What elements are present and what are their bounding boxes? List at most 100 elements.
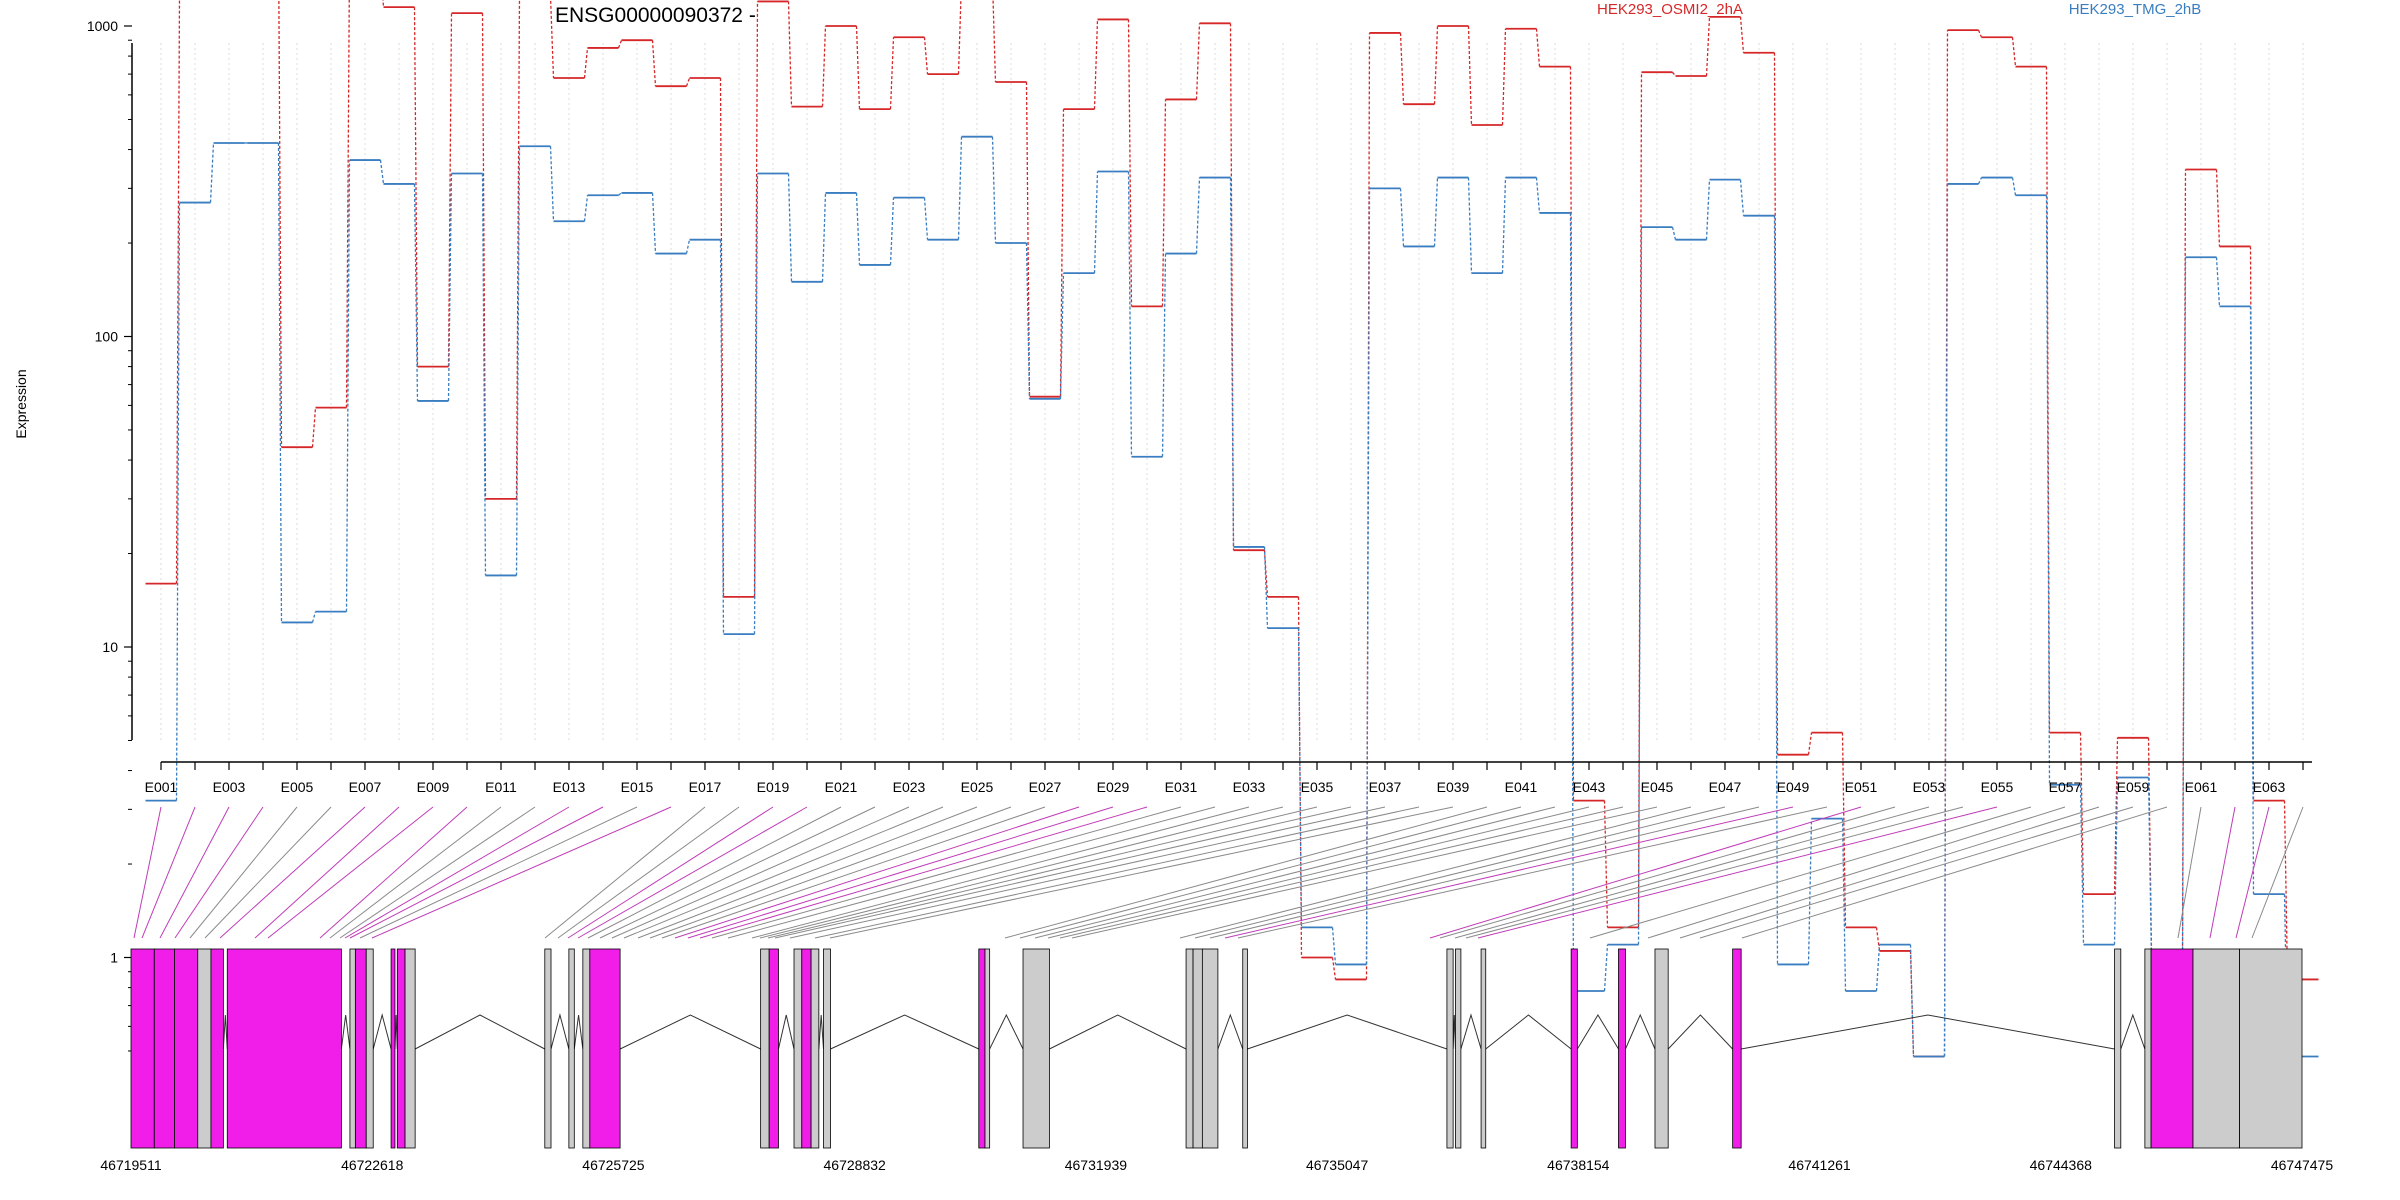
x-tick-label: E035 (1301, 779, 1334, 795)
intron-line (1741, 1014, 2115, 1050)
exon-connector (2177, 806, 2202, 939)
exon-block (544, 948, 552, 1149)
x-tick-label: E001 (145, 779, 178, 795)
data-connector (1059, 273, 1065, 399)
exon-connector (1429, 806, 1862, 939)
data-connector (1943, 183, 1949, 1057)
exon-connector (587, 806, 842, 939)
data-connector (345, 0, 350, 408)
data-connector (1229, 177, 1235, 547)
exon-connector (159, 806, 230, 939)
x-tick-label: E017 (689, 779, 722, 795)
x-tick-label: E057 (2049, 779, 2082, 795)
x-tick-label: E025 (961, 779, 994, 795)
exon-connector (1004, 806, 1488, 939)
data-connector (1807, 818, 1813, 965)
exon-block-highlight (390, 948, 396, 1149)
data-connector (549, 146, 555, 222)
exon-block-highlight (354, 948, 367, 1149)
exon-connector (1209, 806, 1760, 939)
exon-block (1455, 948, 1462, 1149)
exon-connector (1741, 806, 2168, 939)
exon-connector (1224, 806, 1794, 939)
x-tick-label: E005 (281, 779, 314, 795)
exon-block-highlight (174, 948, 199, 1149)
data-connector (1535, 177, 1541, 213)
x-tick-label: E023 (893, 779, 926, 795)
series-lines (145, 0, 2319, 1058)
data-connector (2181, 257, 2187, 965)
genomic-tick-label: 46735047 (1306, 1157, 1369, 1173)
gene-model (130, 948, 2303, 1149)
data-connector (1909, 944, 1915, 1057)
x-tick-label: E029 (1097, 779, 1130, 795)
data-connector (2147, 777, 2153, 965)
exon-connector (371, 806, 672, 939)
data-connector (1059, 109, 1065, 397)
data-connector (1093, 171, 1099, 274)
data-connector (1467, 25, 1473, 125)
exon-connector (599, 806, 876, 939)
exon-block (984, 948, 991, 1149)
exon-connector (1047, 806, 1590, 939)
intron-line (1625, 1013, 1656, 1050)
y-tick-label: 100 (95, 329, 119, 345)
exon-connector (359, 806, 638, 939)
exon-connector (1589, 806, 2032, 939)
exon-block (1022, 948, 1050, 1149)
data-connector (685, 77, 691, 87)
genomic-tick-label: 46741261 (1788, 1157, 1851, 1173)
exon-block (760, 948, 770, 1149)
exon-block-highlight (801, 948, 812, 1149)
x-tick-label: E049 (1777, 779, 1810, 795)
data-connector (1671, 71, 1677, 77)
exon-connector (1019, 806, 1522, 939)
exon-connector (727, 806, 1216, 939)
exon-connector (577, 806, 808, 939)
x-tick-label: E009 (417, 779, 450, 795)
intron-line (2120, 1013, 2146, 1050)
y-tick-label: 1000 (87, 18, 118, 34)
exon-connector (1194, 806, 1726, 939)
genomic-tick-label: 46731939 (1065, 1157, 1128, 1173)
data-connector (1705, 179, 1711, 240)
exon-block-highlight (396, 948, 406, 1149)
data-connector (753, 1, 759, 597)
exon-block-highlight (1618, 948, 1626, 1149)
genomic-tick-label: 46744368 (2030, 1157, 2093, 1173)
data-connector (583, 47, 589, 79)
connector-lines (133, 806, 2304, 939)
data-connector (2215, 257, 2221, 307)
exon-connector (1237, 806, 1828, 939)
data-connector (481, 173, 487, 576)
data-connector (447, 13, 453, 367)
x-axis: E001 E003 E005 E007 E009 E011 E013 E015 E017 E019… (145, 761, 2312, 795)
data-connector (889, 37, 895, 110)
data-connector (957, 0, 962, 75)
exon-connector (1059, 806, 1624, 939)
data-connector (1263, 546, 1269, 629)
x-tick-label: E061 (2185, 779, 2218, 795)
intron-line (414, 1014, 546, 1050)
intron-line (1460, 1013, 1482, 1050)
exon-connector (557, 806, 740, 939)
y-tick-label: 10 (102, 639, 118, 655)
data-connector (1297, 596, 1303, 958)
intron-line (1485, 1014, 1572, 1050)
exon-connector (544, 806, 706, 939)
x-tick-label: E013 (553, 779, 586, 795)
exon-block (2239, 948, 2303, 1149)
exon-connector (344, 806, 570, 939)
data-connector (685, 239, 691, 254)
data-connector (1433, 25, 1439, 105)
exon-block (568, 948, 575, 1149)
genomic-tick-label: 46738154 (1547, 1157, 1610, 1173)
exon-block (582, 948, 591, 1149)
data-connector (2215, 169, 2221, 247)
data-connector (617, 39, 623, 49)
data-connector (753, 173, 759, 635)
exon-connector (767, 806, 1318, 939)
data-connector (889, 197, 895, 265)
data-connector (992, 0, 997, 83)
exon-connector (567, 806, 774, 939)
